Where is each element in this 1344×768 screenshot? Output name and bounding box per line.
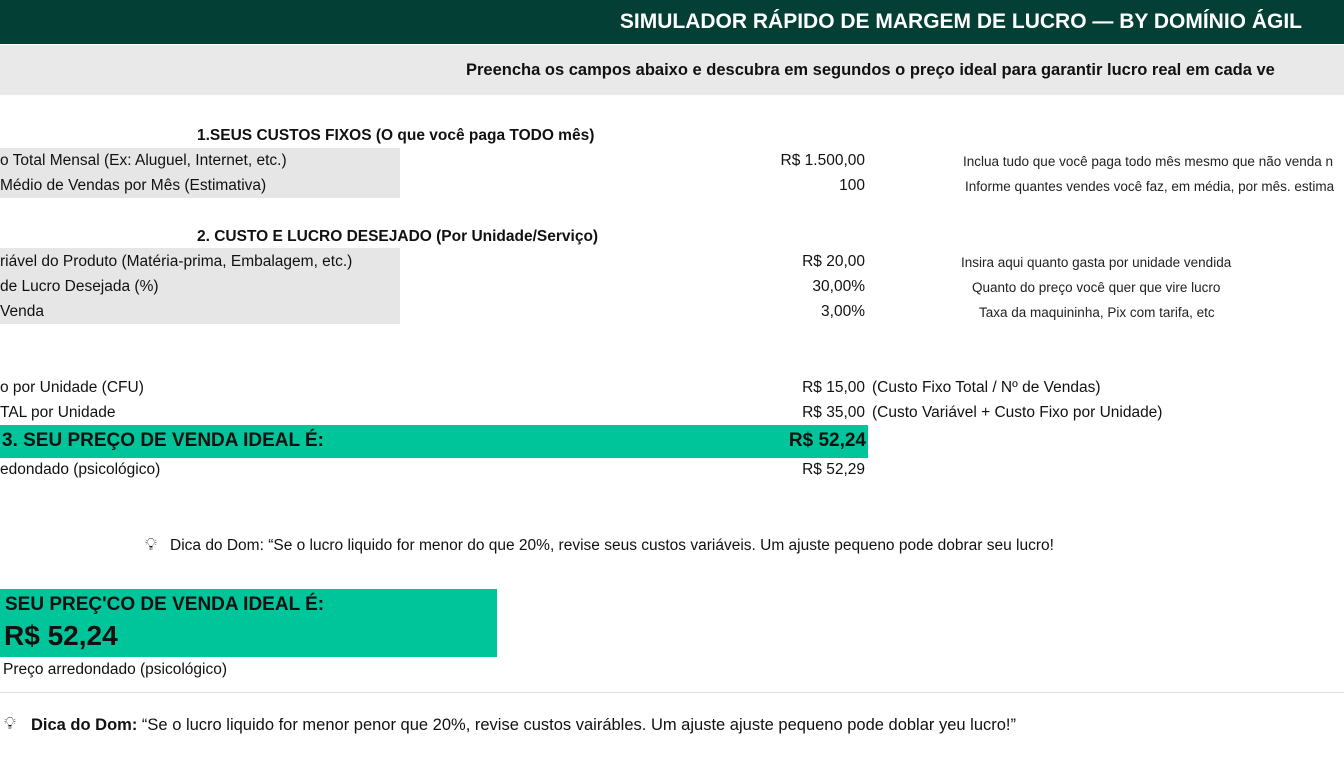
tip2-text: “Se o lucro liquido for menor penor que … xyxy=(137,716,1017,734)
sales-fee-label: Venda xyxy=(0,303,44,320)
section1-label-bg xyxy=(0,148,400,198)
subtitle: Preencha os campos abaixo e descubra em … xyxy=(466,61,1275,79)
app-title: SIMULADOR RÁPIDO DE MARGEM DE LUCRO — BY… xyxy=(619,10,1302,33)
sales-fee-input[interactable]: 3,00% xyxy=(821,303,865,320)
fixed-cost-label: o Total Mensal (Ex: Aluguel, Internet, e… xyxy=(0,152,287,169)
rounded-value: R$ 52,29 xyxy=(802,461,865,478)
lightbulb-icon: 💡︎ xyxy=(4,714,16,733)
total-cost-label: TAL por Unidade xyxy=(0,404,116,421)
result-card xyxy=(0,589,497,657)
result-value: R$ 52,24 xyxy=(788,430,866,451)
rounded-label: edondado (psicológico) xyxy=(0,461,161,478)
profit-margin-input[interactable]: 30,00% xyxy=(812,278,865,295)
profit-margin-hint: Quanto do preço você quer que vire lucro xyxy=(972,280,1221,295)
sales-fee-hint: Taxa da maquininha, Pix com tarifa, etc xyxy=(979,305,1215,320)
variable-cost-hint: Insira aqui quanto gasta por unidade ven… xyxy=(961,255,1232,270)
variable-cost-input[interactable]: R$ 20,00 xyxy=(802,253,865,270)
sales-count-label: Médio de Vendas por Mês (Estimativa) xyxy=(0,177,267,194)
tip-text: Dica do Dom: “Se o lucro liquido for men… xyxy=(170,537,1054,554)
sales-count-input[interactable]: 100 xyxy=(839,177,865,194)
total-cost-value: R$ 35,00 xyxy=(802,404,865,421)
result-bar xyxy=(0,425,868,458)
fixed-cost-input[interactable]: R$ 1.500,00 xyxy=(780,152,865,169)
section1-heading: 1.SEUS CUSTOS FIXOS (O que você paga TOD… xyxy=(197,127,595,144)
total-cost-note: (Custo Variável + Custo Fixo por Unidade… xyxy=(872,404,1163,421)
cfu-value: R$ 15,00 xyxy=(802,379,865,396)
card-label: SEU PREÇ'CO DE VENDA IDEAL É: xyxy=(5,594,325,615)
subtitle-bar: Preencha os campos abaixo e descubra em … xyxy=(0,45,1344,95)
variable-cost-label: riável do Produto (Matéria-prima, Embala… xyxy=(0,253,353,270)
cfu-note: (Custo Fixo Total / Nº de Vendas) xyxy=(872,379,1101,396)
tip2: Dica do Dom: “Se o lucro liquido for men… xyxy=(31,716,1016,735)
profit-margin-label: de Lucro Desejada (%) xyxy=(0,278,159,295)
fixed-cost-hint: Inclua tudo que você paga todo mês mesmo… xyxy=(963,154,1334,169)
result-label: 3. SEU PREÇO DE VENDA IDEAL É: xyxy=(2,430,325,451)
section2-heading: 2. CUSTO E LUCRO DESEJADO (Por Unidade/S… xyxy=(197,228,599,245)
sales-count-hint: Informe quantes vendes você faz, em médi… xyxy=(965,179,1335,194)
lightbulb-icon: 💡︎ xyxy=(145,535,157,554)
card-value: R$ 52,24 xyxy=(4,620,118,651)
section2-label-bg xyxy=(0,248,400,324)
tip2-prefix: Dica do Dom: xyxy=(31,716,138,734)
card-rounded-label: Preço arredondado (psicológico) xyxy=(3,661,228,678)
title-bar: SIMULADOR RÁPIDO DE MARGEM DE LUCRO — BY… xyxy=(0,0,1344,44)
divider xyxy=(0,692,1344,693)
cfu-label: o por Unidade (CFU) xyxy=(0,379,144,396)
